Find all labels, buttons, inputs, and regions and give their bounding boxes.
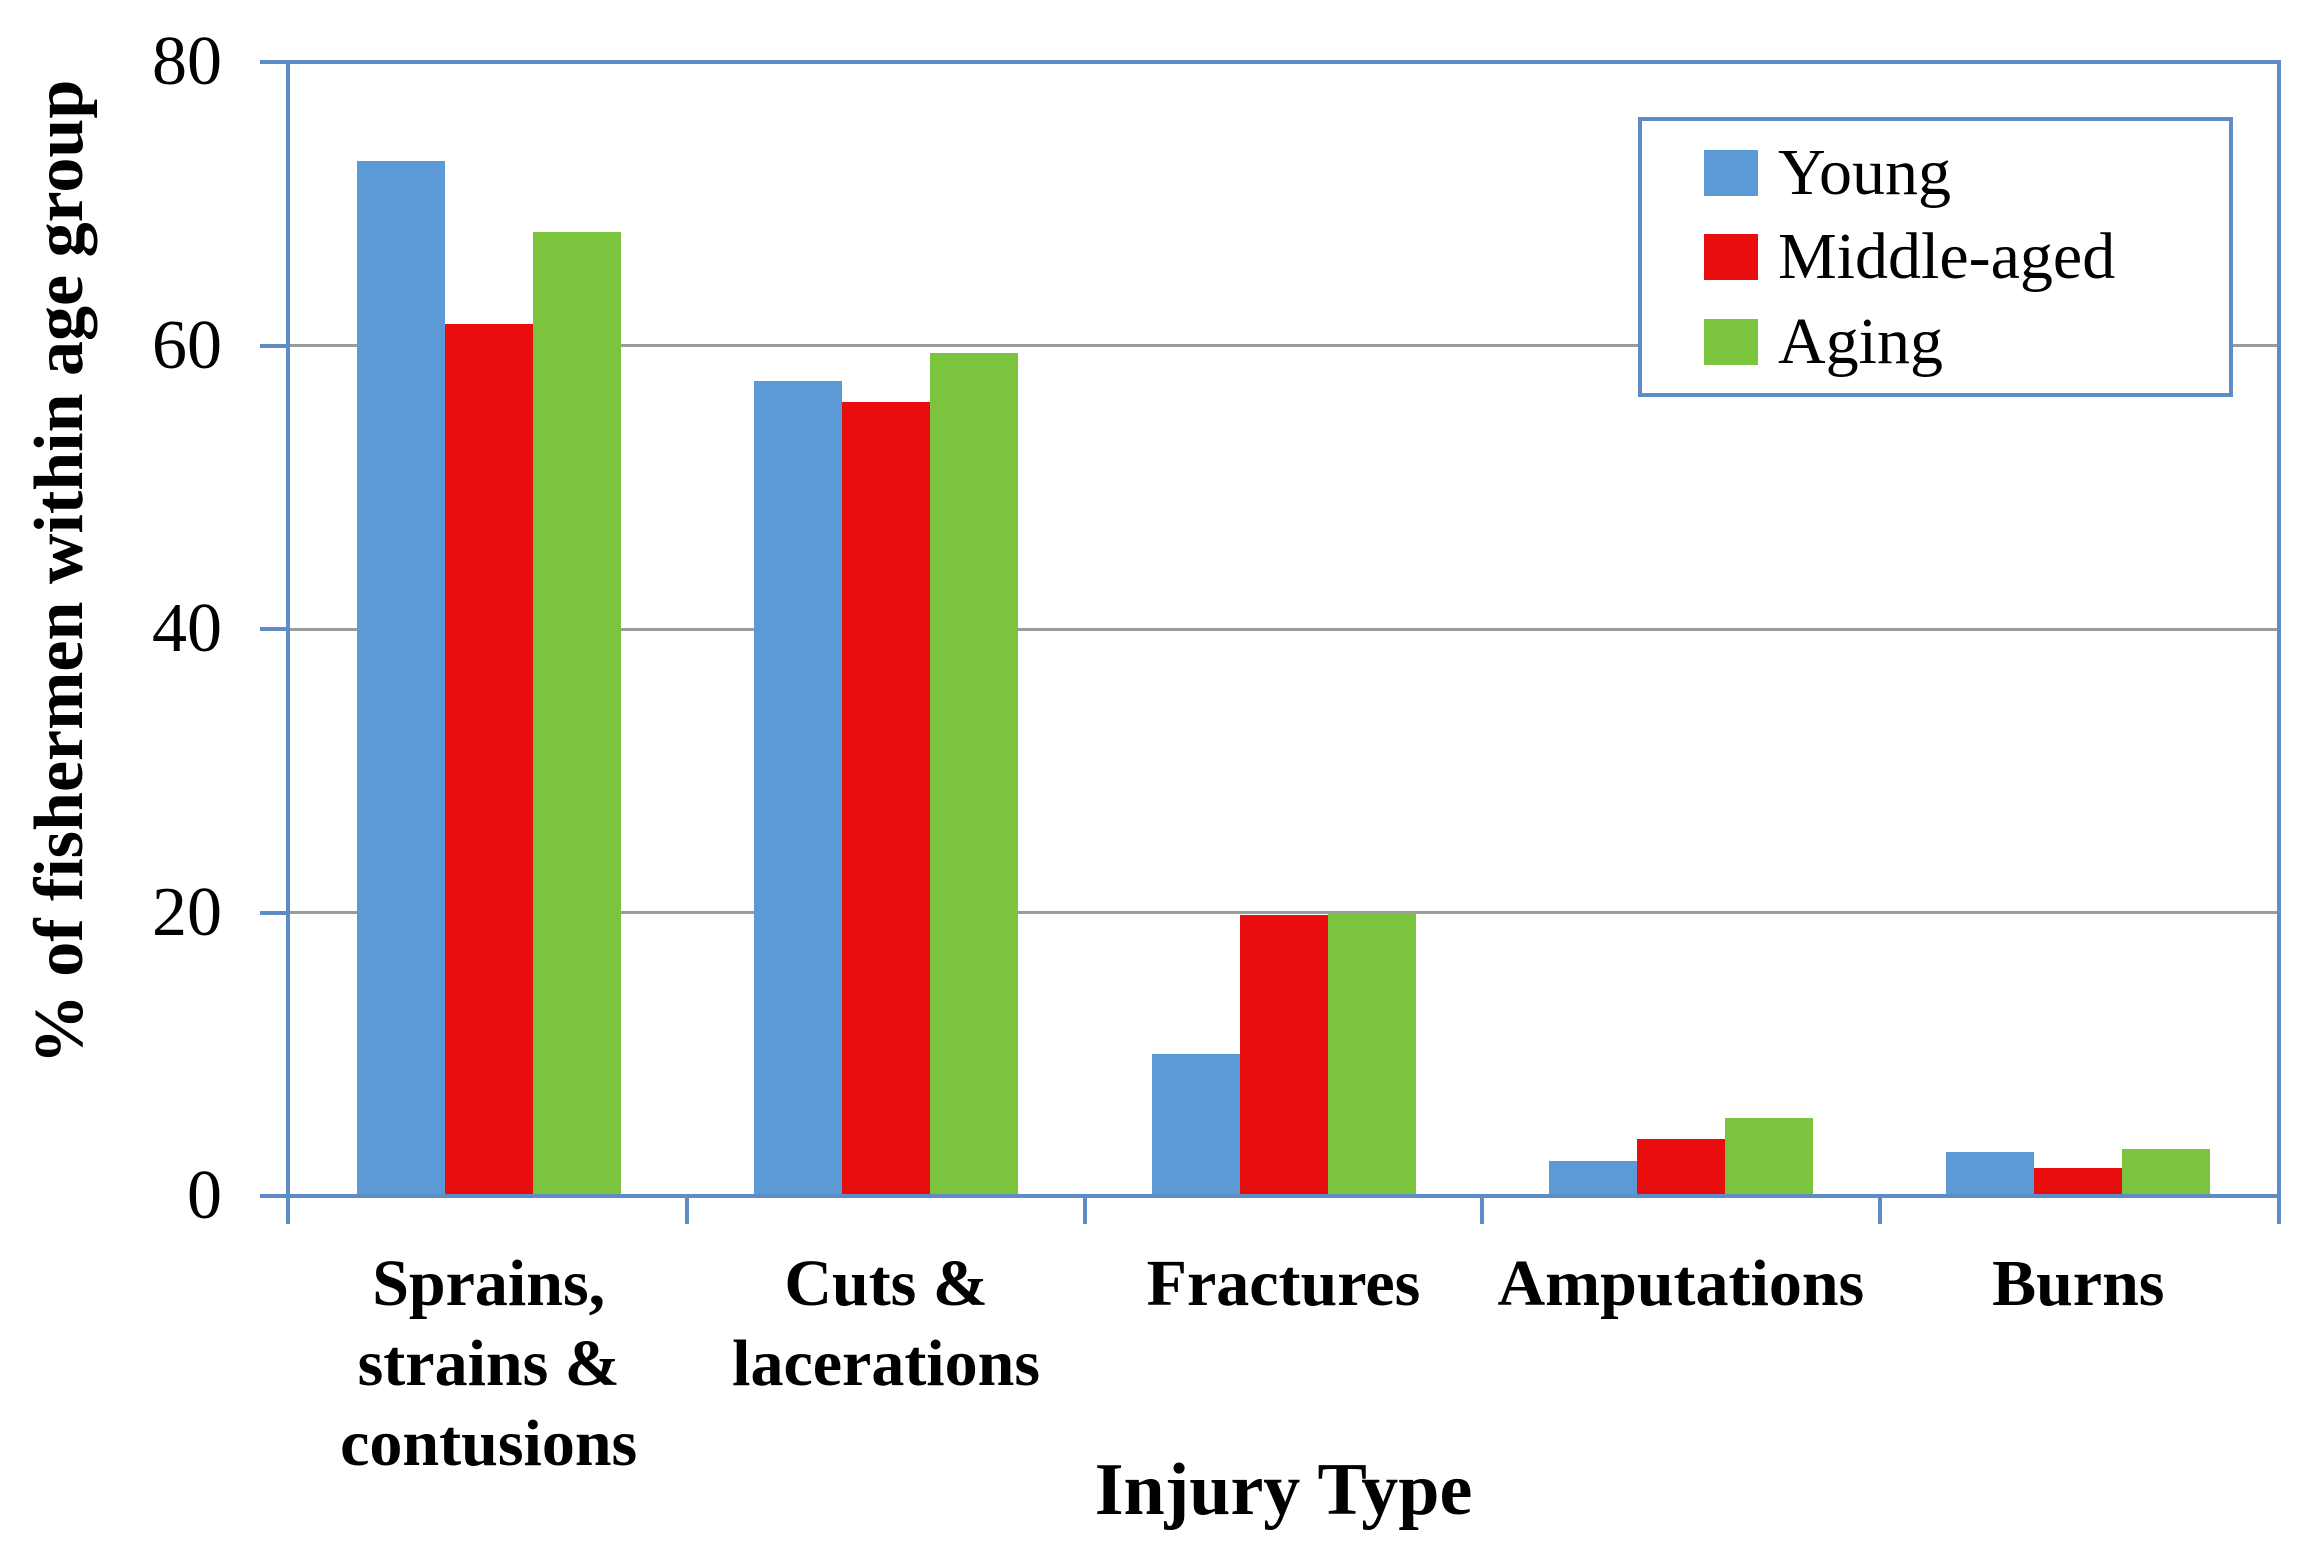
- x-category-label-line: Burns: [1992, 1247, 2165, 1320]
- legend-item-young: Young: [1704, 135, 2229, 209]
- y-tick-60: [260, 343, 290, 348]
- x-category-label-line: Fractures: [1146, 1247, 1421, 1320]
- bar-cuts-lacerations-aging: [930, 352, 1019, 1196]
- legend-label-aging: Aging: [1778, 304, 1943, 378]
- y-tick-80: [260, 60, 290, 64]
- bar-amputations-young: [1548, 1160, 1637, 1196]
- x-tick-boundary-1: [685, 1196, 690, 1224]
- legend-label-middle-aged: Middle-aged: [1778, 220, 2116, 293]
- bar-fractures-middle-aged: [1239, 915, 1328, 1196]
- x-category-label-burns: Burns: [1880, 1244, 2277, 1324]
- x-tick-boundary-4: [1877, 1196, 1882, 1224]
- legend-item-middle-aged: Middle-aged: [1704, 224, 2229, 290]
- bar-fractures-aging: [1327, 912, 1416, 1196]
- plot-border-right: [2277, 60, 2281, 1224]
- x-category-label-line: contusions: [340, 1407, 638, 1480]
- x-axis-line: [264, 1194, 2281, 1198]
- y-tick-label-40: 40: [152, 590, 222, 667]
- gridline-20: [290, 911, 2277, 914]
- x-category-label-sprains-strains-contusions: Sprains, strains & contusions: [290, 1244, 687, 1484]
- x-tick-boundary-3: [1480, 1196, 1485, 1224]
- y-tick-40: [260, 627, 290, 631]
- y-tick-label-0: 0: [187, 1157, 222, 1234]
- x-category-label-line: lacerations: [732, 1327, 1041, 1400]
- bar-burns-middle-aged: [2034, 1167, 2123, 1196]
- bar-sprains-strains-contusions-young: [356, 161, 445, 1196]
- legend-swatch-middle-aged: [1704, 234, 1758, 280]
- x-category-label-line: Cuts &: [784, 1247, 988, 1320]
- legend-swatch-young: [1704, 149, 1758, 196]
- bar-amputations-aging: [1724, 1118, 1813, 1196]
- bar-amputations-middle-aged: [1636, 1139, 1725, 1196]
- x-tick-boundary-2: [1082, 1196, 1087, 1224]
- bar-cuts-lacerations-middle-aged: [842, 402, 931, 1196]
- bar-burns-aging: [2122, 1149, 2211, 1196]
- x-axis-title: Injury Type: [1094, 1449, 1473, 1531]
- legend-swatch-aging: [1704, 318, 1758, 365]
- gridline-60: [290, 344, 2277, 347]
- x-category-label-line: Sprains,: [372, 1247, 606, 1320]
- y-tick-label-80: 80: [152, 23, 222, 100]
- x-category-label-amputations: Amputations: [1482, 1244, 1879, 1324]
- y-axis-line: [286, 60, 290, 1224]
- x-category-label-line: strains &: [357, 1327, 620, 1400]
- gridline-40: [290, 627, 2277, 631]
- legend-label-young: Young: [1778, 135, 1952, 209]
- plot-border-top: [286, 60, 2281, 64]
- legend: Young Middle-aged Aging: [1638, 117, 2233, 397]
- bar-cuts-lacerations-young: [754, 380, 843, 1196]
- y-tick-label-60: 60: [152, 306, 222, 384]
- x-category-label-cuts-lacerations: Cuts & lacerations: [687, 1244, 1084, 1404]
- bar-fractures-young: [1151, 1054, 1240, 1196]
- bar-burns-young: [1946, 1152, 2035, 1196]
- y-tick-20: [260, 910, 290, 915]
- x-category-label-fractures: Fractures: [1085, 1244, 1482, 1324]
- x-category-label-line: Amputations: [1497, 1247, 1865, 1320]
- y-tick-label-20: 20: [152, 873, 222, 951]
- bar-sprains-strains-contusions-middle-aged: [444, 324, 533, 1196]
- y-tick-0: [260, 1194, 290, 1198]
- legend-item-aging: Aging: [1704, 304, 2229, 378]
- bar-sprains-strains-contusions-aging: [532, 232, 621, 1196]
